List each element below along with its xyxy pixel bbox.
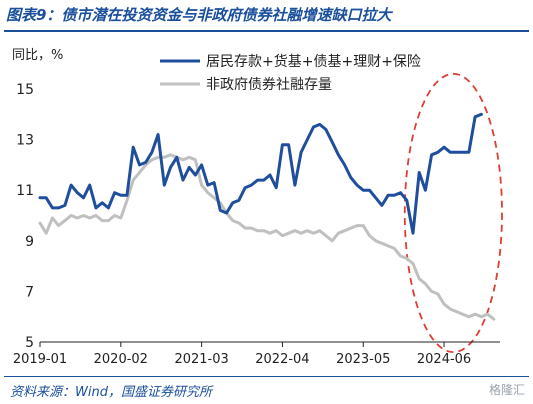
line-chart: 同比，% 5 7 9 11 13 15 2019-01 2020-02 2021-03 2022-… <box>12 48 503 367</box>
x-tick-label: 2019-01 <box>13 352 67 367</box>
y-tick-label: 13 <box>16 133 34 149</box>
legend-label-1: 居民存款+货基+债基+理财+保险 <box>206 53 421 70</box>
x-tick-label: 2023-05 <box>336 352 390 367</box>
highlight-ellipse <box>403 72 503 354</box>
y-tick-label: 11 <box>16 183 34 199</box>
legend-label-2: 非政府债券社融存量 <box>206 77 332 93</box>
x-tick-label: 2020-02 <box>94 352 148 367</box>
series-line-1 <box>38 112 483 235</box>
x-tick-label: 2021-03 <box>174 352 228 367</box>
y-tick-label: 7 <box>25 284 34 300</box>
x-tick-label: 2022-04 <box>255 352 309 367</box>
source-note: 资料来源：Wind，国盛证券研究所 <box>10 385 212 400</box>
x-tick-label: 2024-06 <box>417 352 471 367</box>
chart-title: 图表9：债市潜在投资资金与非政府债券社融增速缺口拉大 <box>6 6 392 24</box>
y-tick-label: 5 <box>25 335 34 351</box>
y-tick-label: 15 <box>16 82 34 98</box>
y-tick-label: 9 <box>25 234 34 250</box>
title-divider <box>4 30 529 32</box>
series-line-2 <box>38 153 496 321</box>
watermark-logo: 格隆汇 <box>488 383 525 397</box>
source-divider <box>4 376 529 377</box>
y-axis-label: 同比，% <box>12 48 63 63</box>
